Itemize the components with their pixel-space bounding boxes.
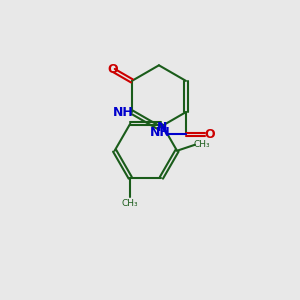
Text: CH₃: CH₃ <box>122 199 139 208</box>
Text: CH₃: CH₃ <box>193 140 210 149</box>
Text: O: O <box>107 62 118 76</box>
Text: NH: NH <box>113 106 134 118</box>
Text: N: N <box>157 121 167 134</box>
Text: O: O <box>204 128 215 141</box>
Text: NH: NH <box>150 126 170 140</box>
